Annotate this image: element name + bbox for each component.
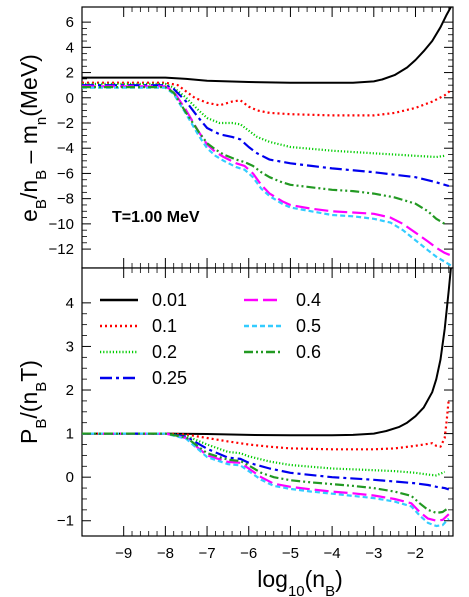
legend: 0.01 0.1 0.2 0.25 0.4 0.5 0.6 xyxy=(100,290,321,388)
series-line-0.1 xyxy=(82,81,452,117)
y-tick-label: 0 xyxy=(66,469,74,486)
series-line-0.2 xyxy=(82,82,445,159)
y-tick-label: −8 xyxy=(57,191,74,208)
y-tick-label: 0 xyxy=(66,90,74,107)
series-line-0.4 xyxy=(82,432,450,522)
series-line-0.2 xyxy=(82,432,446,477)
top-series-group xyxy=(82,7,452,267)
y-tick-label: −12 xyxy=(49,241,74,258)
series-line-0.6 xyxy=(82,85,446,225)
y-tick-label: 6 xyxy=(66,14,74,31)
series-line-0.4 xyxy=(82,85,452,257)
legend-label-0.5: 0.5 xyxy=(296,316,321,336)
top-plot-frame xyxy=(81,6,454,269)
x-tick-label: −9 xyxy=(115,545,132,562)
top-y-axis-label: eB/nB – mn(MeV) xyxy=(16,54,50,222)
y-tick-label: 3 xyxy=(66,338,74,355)
bottom-y-ticks: −1 0 1 2 3 4 xyxy=(57,295,453,530)
top-y-ticks: −12 −10 −8 −6 −4 −2 0 2 4 6 xyxy=(49,7,453,268)
y-tick-label: 4 xyxy=(66,39,74,56)
y-tick-label: −10 xyxy=(49,216,74,233)
bottom-plot-frame xyxy=(81,267,454,537)
y-tick-label: −2 xyxy=(57,115,74,132)
top-panel: −12 −10 −8 −6 −4 −2 0 2 4 6 T=1.00 MeV eB/nB – mn… xyxy=(16,6,454,269)
x-tick-label: −7 xyxy=(199,545,216,562)
legend-label-0.6: 0.6 xyxy=(296,342,321,362)
series-line-0.6 xyxy=(82,432,450,515)
series-line-0.5 xyxy=(82,432,450,528)
legend-label-0.4: 0.4 xyxy=(296,290,321,310)
series-line-0.25 xyxy=(82,432,450,491)
series-line-0.01 xyxy=(82,7,452,84)
legend-label-0.2: 0.2 xyxy=(152,342,177,362)
legend-label-0.1: 0.1 xyxy=(152,316,177,336)
temperature-annotation: T=1.00 MeV xyxy=(112,209,200,226)
y-tick-label: 2 xyxy=(66,65,74,82)
x-axis-label: log10(nB) xyxy=(257,566,343,597)
x-tick-label: −5 xyxy=(282,545,299,562)
x-tick-label: −2 xyxy=(407,545,424,562)
x-ticks: −9 −8 −7 −6 −5 −4 −3 −2 xyxy=(115,268,450,562)
y-tick-label: −6 xyxy=(57,165,74,182)
legend-label-0.01: 0.01 xyxy=(152,290,187,310)
series-line-0.01 xyxy=(82,268,452,437)
y-tick-label: −4 xyxy=(57,140,74,157)
y-tick-label: 1 xyxy=(66,426,74,443)
x-tick-label: −8 xyxy=(157,545,174,562)
legend-label-0.25: 0.25 xyxy=(152,368,187,388)
x-tick-label: −3 xyxy=(365,545,382,562)
bottom-y-axis-label: PB/(nBT) xyxy=(16,360,50,444)
y-tick-label: 4 xyxy=(66,295,74,312)
y-tick-label: −1 xyxy=(57,513,74,530)
x-tick-label: −6 xyxy=(240,545,257,562)
y-tick-label: 2 xyxy=(66,382,74,399)
series-line-0.5 xyxy=(82,86,452,267)
bottom-series-group xyxy=(82,268,452,528)
series-line-0.1 xyxy=(82,398,450,451)
x-tick-label: −4 xyxy=(324,545,341,562)
series-line-0.25 xyxy=(82,84,450,188)
